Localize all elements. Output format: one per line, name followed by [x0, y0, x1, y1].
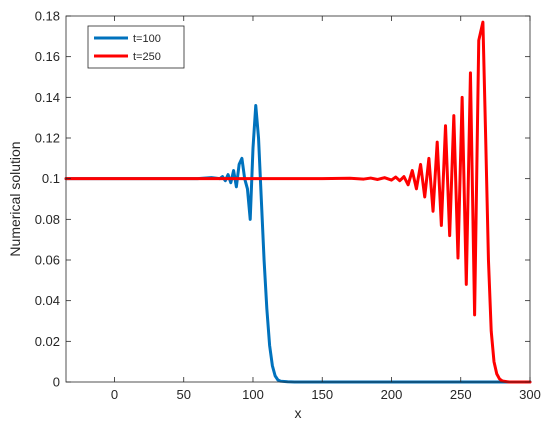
y-tick-label: 0 — [53, 375, 60, 390]
y-tick-label: 0.04 — [35, 293, 60, 308]
series-lines — [64, 20, 532, 384]
y-tick-label: 0.12 — [35, 131, 60, 146]
y-tick-label: 0.14 — [35, 90, 60, 105]
x-tick-label: 150 — [311, 387, 333, 402]
legend: t=100 t=250 — [87, 25, 185, 69]
y-axis-label: Numerical solution — [7, 141, 23, 256]
y-tick-label: 0.02 — [35, 334, 60, 349]
y-tick-label: 0.18 — [35, 9, 60, 24]
x-tick-label: 100 — [242, 387, 264, 402]
x-axis-label: x — [295, 405, 302, 421]
legend-label-t250: t=250 — [133, 51, 161, 63]
x-tick-label: 0 — [111, 387, 118, 402]
y-tick-label: 0.08 — [35, 212, 60, 227]
x-tick-label: 50 — [176, 387, 190, 402]
legend-box — [87, 25, 185, 69]
axes — [65, 15, 531, 383]
tick-labels: 0 50 100 150 200 250 300 0 0.02 0.04 0.06 0.08 0.1 0.… — [35, 9, 541, 403]
series-line-t250 — [64, 20, 532, 384]
x-tick-label: 200 — [381, 387, 403, 402]
y-tick-label: 0.16 — [35, 49, 60, 64]
legend-label-t100: t=100 — [133, 33, 161, 45]
x-tick-label: 300 — [519, 387, 541, 402]
plot-area — [66, 16, 530, 382]
axes-box — [65, 15, 531, 383]
y-tick-label: 0.06 — [35, 253, 60, 268]
y-tick-label: 0.1 — [42, 171, 60, 186]
x-tick-label: 250 — [450, 387, 472, 402]
